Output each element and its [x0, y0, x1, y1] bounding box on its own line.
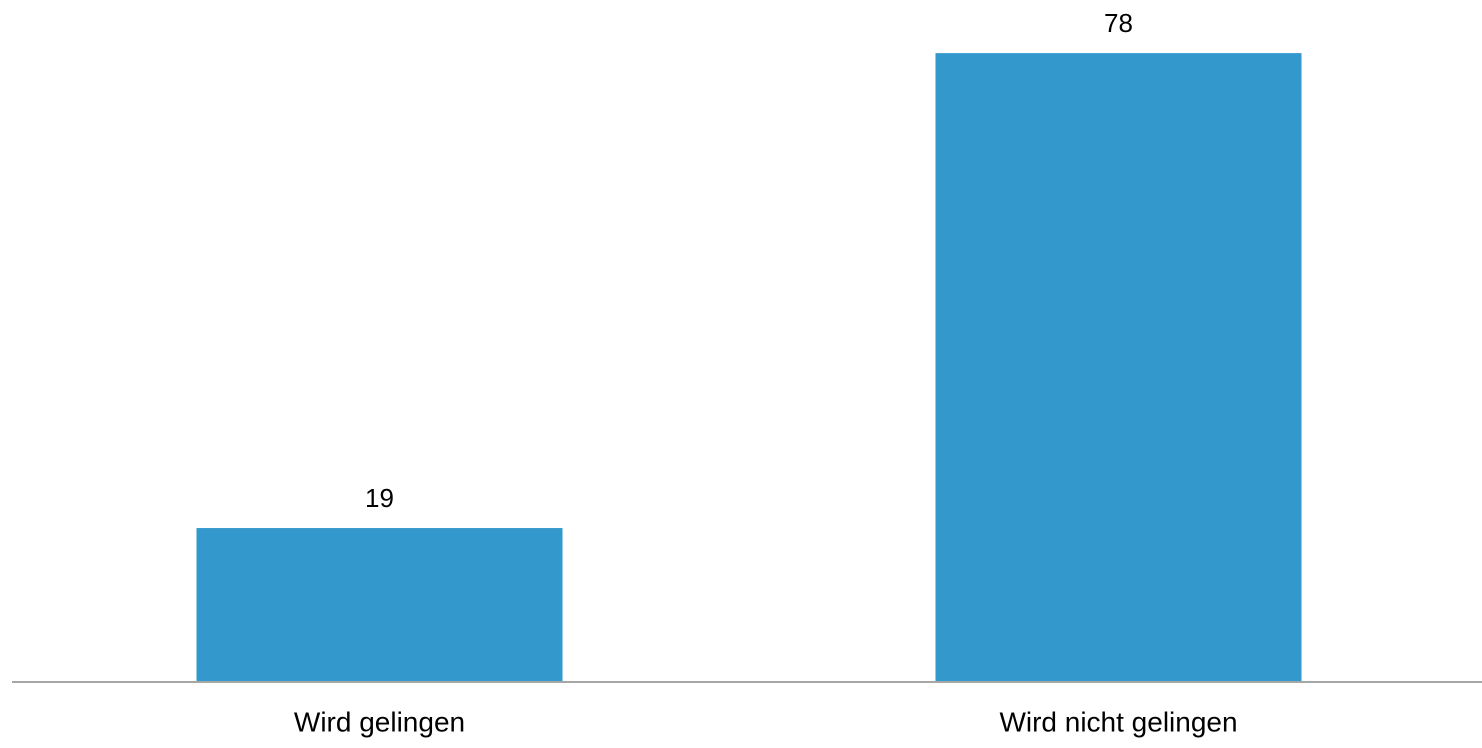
- value-label: 19: [365, 483, 394, 513]
- bar: [196, 528, 563, 681]
- x-tick-label: Wird gelingen: [294, 706, 465, 737]
- x-tick-label: Wird nicht gelingen: [999, 706, 1237, 737]
- value-label: 78: [1104, 8, 1133, 38]
- bar: [935, 53, 1302, 682]
